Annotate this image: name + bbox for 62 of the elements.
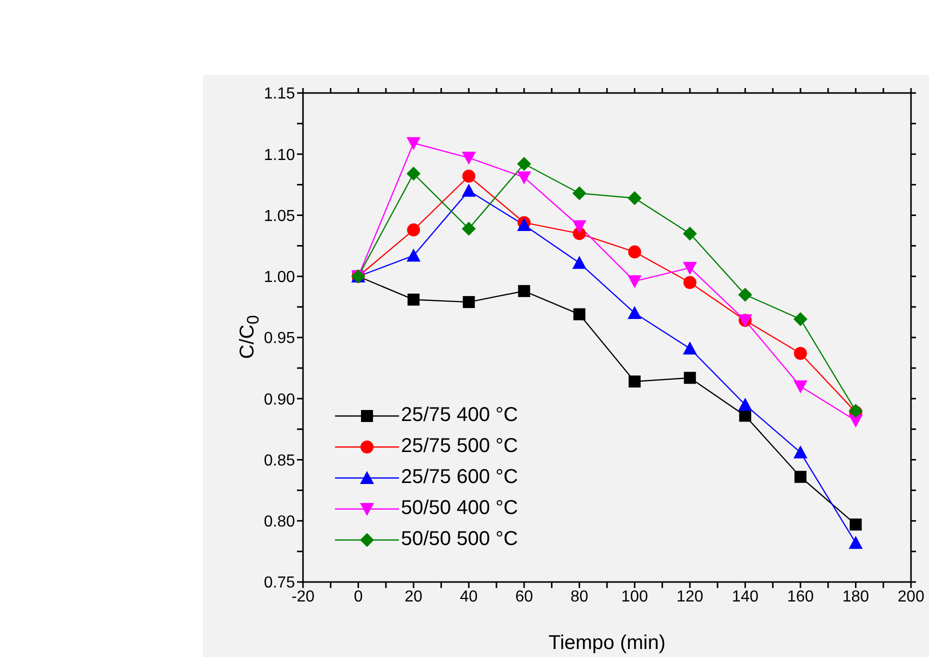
legend-label: 50/50 400 °C: [401, 497, 518, 520]
x-tick-label: 60: [515, 588, 534, 606]
point: [407, 223, 420, 236]
x-tick-label: 40: [460, 588, 478, 606]
legend-label: 25/75 400 °C: [401, 404, 518, 427]
point: [793, 445, 808, 458]
y-tick-label: 1.05: [264, 208, 296, 225]
point: [462, 152, 476, 165]
point: [462, 170, 476, 183]
y-tick-label: 0.85: [264, 452, 296, 470]
point: [517, 156, 532, 171]
x-tick-label: 100: [621, 588, 648, 606]
x-tick-label: 0: [354, 588, 363, 606]
point: [408, 294, 420, 306]
point: [518, 285, 530, 298]
x-tick-label: 80: [570, 588, 588, 606]
point: [628, 376, 641, 388]
x-tick-label: 20: [404, 588, 423, 606]
point: [684, 372, 696, 384]
point: [683, 276, 696, 289]
legend-label: 50/50 500 °C: [401, 528, 518, 551]
point: [573, 308, 586, 320]
point: [682, 342, 697, 355]
y-tick-label: 1.00: [264, 269, 296, 286]
point: [850, 518, 862, 531]
point: [794, 470, 806, 483]
point: [462, 296, 475, 308]
y-tick-label: 1.15: [264, 86, 296, 103]
x-tick-label: 120: [676, 588, 704, 606]
x-tick-label: 160: [787, 588, 814, 606]
y-tick-label: 0.90: [264, 391, 296, 408]
point: [793, 312, 808, 326]
legend-label: 25/75 600 °C: [401, 466, 518, 489]
point: [628, 306, 642, 320]
point: [517, 171, 532, 184]
point: [738, 288, 752, 302]
point: [628, 191, 642, 206]
point: [794, 346, 807, 360]
x-tick-label: 200: [898, 588, 924, 606]
point: [406, 166, 421, 181]
point: [628, 275, 642, 288]
point: [628, 245, 642, 258]
point: [793, 380, 808, 394]
point: [738, 398, 752, 411]
point: [682, 262, 697, 275]
point: [406, 137, 421, 150]
point: [462, 184, 476, 197]
y-tick-label: 0.80: [264, 514, 296, 531]
point: [462, 222, 476, 236]
point: [739, 410, 752, 422]
point: [406, 248, 421, 262]
x-axis-title: Tiempo (min): [548, 632, 666, 654]
point: [572, 256, 586, 269]
x-tick-label: 180: [842, 588, 870, 606]
y-tick-label: 0.95: [264, 330, 296, 348]
point: [682, 226, 697, 241]
point: [848, 536, 863, 549]
y-tick-label: 1.10: [264, 146, 296, 164]
point: [572, 220, 586, 234]
x-tick-label: 140: [732, 588, 759, 606]
point: [572, 186, 586, 200]
legend-label: 25/75 500 °C: [401, 435, 518, 458]
